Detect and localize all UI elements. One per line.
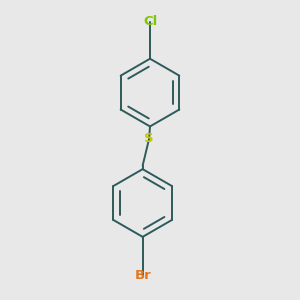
Text: Cl: Cl bbox=[143, 15, 157, 28]
Text: S: S bbox=[144, 132, 154, 145]
Text: Br: Br bbox=[134, 268, 151, 282]
